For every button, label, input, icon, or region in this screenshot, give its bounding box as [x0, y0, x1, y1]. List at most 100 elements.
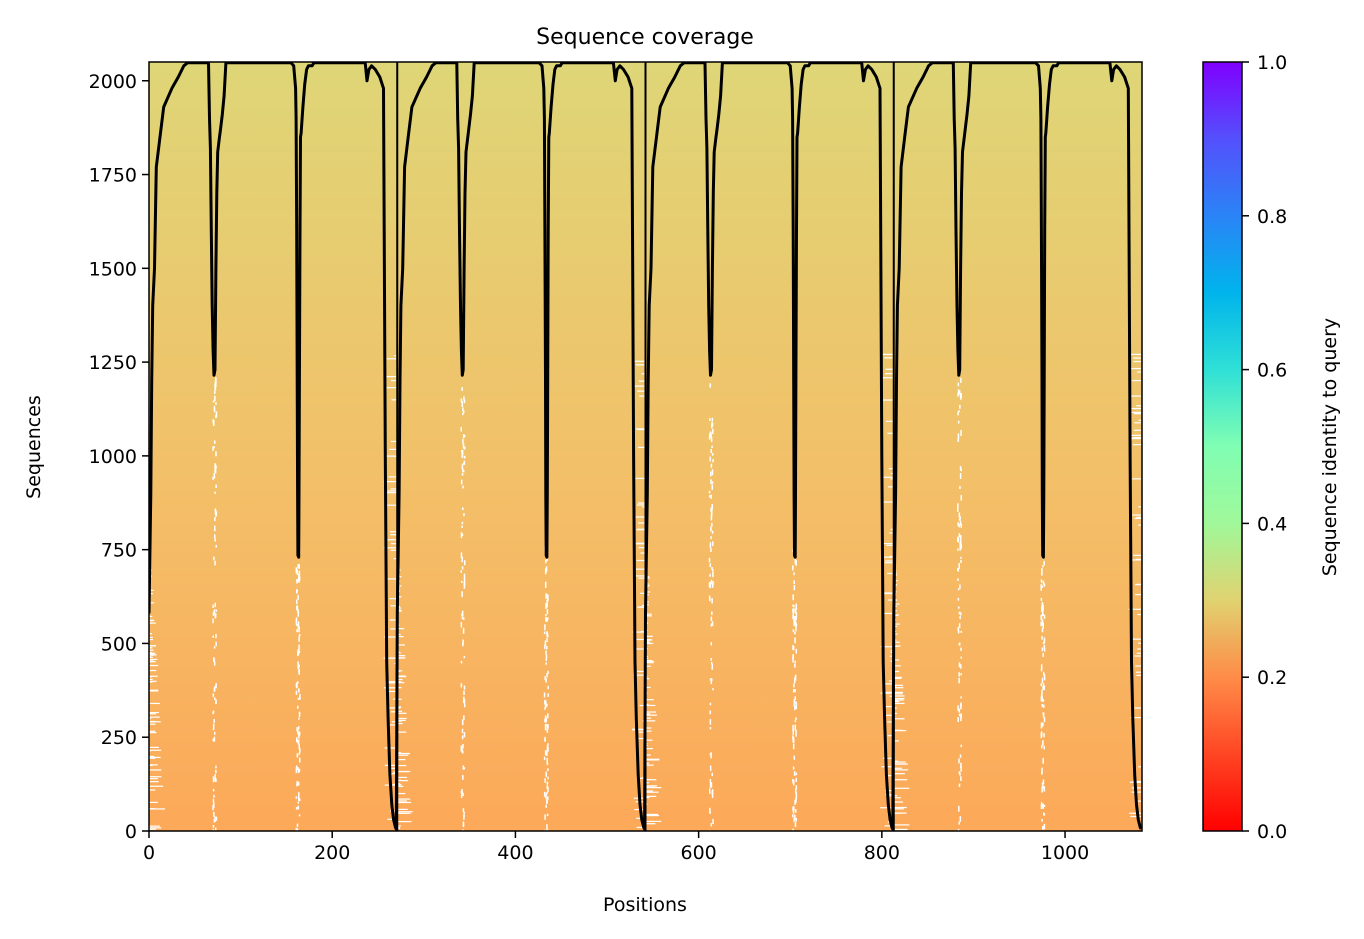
- gap-mark: [149, 713, 156, 715]
- gap-mark: [1042, 803, 1044, 809]
- gap-mark: [887, 486, 893, 488]
- gap-mark: [634, 516, 645, 518]
- gap-mark: [214, 538, 216, 542]
- gap-mark: [1132, 379, 1142, 382]
- gap-mark: [397, 687, 402, 689]
- gap-mark: [463, 732, 466, 738]
- gap-mark: [795, 785, 798, 790]
- gap-mark: [397, 812, 411, 814]
- gap-mark: [711, 469, 714, 476]
- gap-mark: [296, 578, 299, 582]
- gap-mark: [637, 502, 645, 504]
- gap-mark: [543, 756, 546, 760]
- gap-mark: [215, 484, 217, 489]
- gap-mark: [397, 719, 406, 721]
- gap-mark: [149, 690, 159, 692]
- gap-mark: [1042, 641, 1045, 645]
- gap-mark: [885, 373, 893, 375]
- gap-mark: [883, 757, 893, 759]
- gap-mark: [212, 635, 214, 638]
- gap-mark: [547, 724, 549, 728]
- gap-mark: [709, 778, 712, 784]
- gap-mark: [397, 758, 406, 761]
- gap-mark: [546, 728, 549, 733]
- gap-mark: [397, 754, 409, 756]
- gap-mark: [893, 767, 903, 769]
- gap-mark: [297, 769, 300, 774]
- gap-mark: [296, 753, 299, 758]
- gap-mark: [213, 446, 215, 449]
- gap-mark: [711, 567, 713, 570]
- gap-mark: [544, 715, 547, 721]
- gap-mark: [709, 719, 712, 725]
- gap-mark: [384, 504, 397, 506]
- gap-mark: [149, 644, 157, 647]
- gap-mark: [397, 585, 402, 587]
- gap-mark: [880, 646, 893, 648]
- gap-mark: [645, 704, 656, 707]
- gap-mark: [389, 619, 397, 621]
- gap-mark: [544, 778, 546, 783]
- gap-mark: [546, 750, 548, 756]
- gap-mark: [546, 757, 548, 764]
- gap-mark: [1132, 514, 1142, 516]
- gap-mark: [397, 596, 402, 598]
- gap-mark: [645, 727, 652, 729]
- gap-mark: [215, 465, 217, 469]
- gap-mark: [212, 710, 215, 713]
- gap-mark: [397, 779, 409, 782]
- gap-mark: [710, 657, 712, 661]
- gap-mark: [545, 603, 547, 610]
- gap-mark: [149, 593, 153, 595]
- gap-mark: [633, 674, 645, 676]
- gap-mark: [795, 717, 797, 720]
- gap-mark: [639, 395, 645, 397]
- gap-mark: [960, 393, 962, 398]
- gap-mark: [544, 707, 546, 710]
- gap-mark: [1043, 826, 1045, 829]
- gap-mark: [149, 633, 153, 635]
- gap-mark: [710, 471, 712, 477]
- gap-mark: [1043, 648, 1046, 652]
- gap-mark: [711, 530, 714, 534]
- gap-mark: [1042, 622, 1044, 629]
- gap-mark: [397, 820, 412, 823]
- gap-mark: [149, 717, 152, 720]
- gap-mark: [149, 757, 156, 759]
- gap-mark: [296, 739, 299, 744]
- gap-mark: [893, 761, 906, 763]
- gap-mark: [645, 739, 653, 741]
- gap-mark: [387, 818, 397, 820]
- gap-mark: [544, 699, 546, 705]
- gap-mark: [959, 816, 962, 822]
- gap-mark: [149, 789, 156, 791]
- gap-mark: [298, 752, 301, 755]
- gap-mark: [213, 731, 216, 735]
- gap-mark: [792, 779, 794, 782]
- gap-mark: [1041, 627, 1044, 633]
- gap-mark: [546, 785, 549, 789]
- gap-mark: [893, 707, 897, 709]
- gap-mark: [214, 463, 216, 470]
- gap-mark: [214, 384, 216, 390]
- gap-mark: [149, 778, 158, 780]
- gap-mark: [960, 715, 962, 722]
- gap-mark: [710, 616, 713, 622]
- gap-mark: [295, 806, 298, 810]
- gap-mark: [795, 612, 798, 618]
- gap-mark: [297, 661, 299, 665]
- gap-mark: [1040, 732, 1043, 735]
- gap-mark: [298, 814, 301, 817]
- gap-mark: [708, 595, 711, 598]
- gap-mark: [1040, 606, 1043, 612]
- gap-mark: [637, 528, 645, 530]
- gap-mark: [149, 638, 154, 641]
- gap-mark: [893, 769, 909, 771]
- gap-mark: [645, 764, 654, 766]
- gap-mark: [464, 446, 466, 450]
- gap-mark: [297, 767, 299, 771]
- gap-mark: [645, 759, 660, 761]
- gap-mark: [212, 829, 215, 831]
- gap-mark: [397, 576, 402, 578]
- gap-mark: [638, 547, 645, 549]
